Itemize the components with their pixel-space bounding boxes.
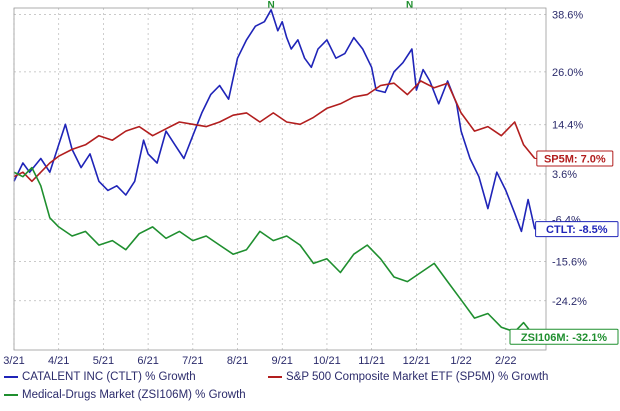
grid-layer xyxy=(13,8,546,350)
x-tick-label: 5/21 xyxy=(93,355,114,367)
y-tick-label: 26.0% xyxy=(552,67,583,79)
x-tick-label: 2/22 xyxy=(495,355,516,367)
x-tick-label: 9/21 xyxy=(272,355,293,367)
y-tick-label: -15.6% xyxy=(552,257,587,269)
x-tick-label: 1/22 xyxy=(450,355,471,367)
series-line-2 xyxy=(13,166,536,338)
end-label-text: ZSI106M: -32.1% xyxy=(521,332,607,344)
end-label-box xyxy=(509,328,619,345)
y-tick-label: 3.6% xyxy=(552,169,577,181)
x-tick-label: 12/21 xyxy=(403,355,431,367)
axes-layer: 38.6%26.0%14.4%3.6%-6.4%-15.6%-24.2%3/21… xyxy=(3,7,587,367)
x-tick-label: 6/21 xyxy=(137,355,158,367)
marker-label: N xyxy=(406,0,413,11)
series-line-1 xyxy=(13,80,536,183)
series-layer xyxy=(13,9,536,338)
marker-label: N xyxy=(267,0,274,11)
y-tick-label: 14.4% xyxy=(552,120,583,132)
end-label-text: SP5M: 7.0% xyxy=(544,153,606,165)
plot-frame xyxy=(13,7,547,351)
x-tick-label: 7/21 xyxy=(182,355,203,367)
end-label-text: CTLT: -8.5% xyxy=(546,224,608,236)
series-line-0 xyxy=(13,9,536,233)
y-tick-label: 38.6% xyxy=(552,9,583,21)
y-tick-label: -24.2% xyxy=(552,296,587,308)
end-label-box xyxy=(535,221,619,238)
x-tick-label: 8/21 xyxy=(227,355,248,367)
end-label-box xyxy=(536,150,614,167)
x-tick-label: 3/21 xyxy=(3,355,24,367)
x-tick-label: 11/21 xyxy=(358,355,385,367)
x-tick-label: 10/21 xyxy=(313,355,341,367)
series-end-labels: CTLT: -8.5% SP5M: 7.0% ZSI106M: -32.1% xyxy=(509,150,619,345)
x-tick-label: 4/21 xyxy=(48,355,69,367)
